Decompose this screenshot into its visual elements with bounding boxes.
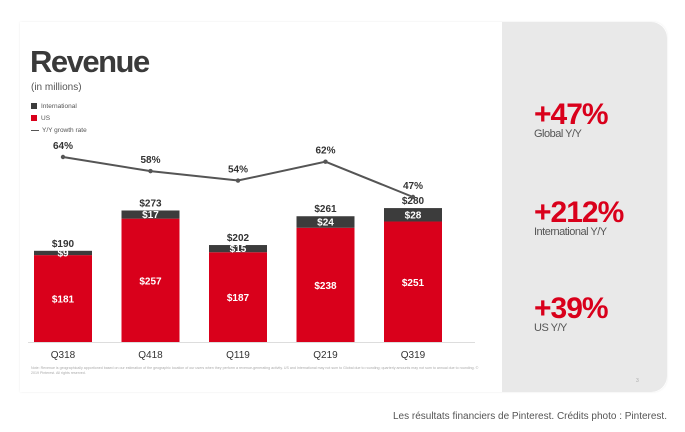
bar-total-Q318: $190 — [52, 239, 75, 250]
bar-label-international-Q119: $15 — [230, 244, 247, 255]
legend-label-international: International — [41, 102, 77, 110]
bar-us-Q219 — [296, 227, 355, 342]
bar-international-Q219 — [296, 216, 355, 228]
bar-label-international-Q319: $28 — [405, 210, 422, 221]
stat-us: +39% US Y/Y — [534, 292, 609, 335]
stat-us-label: US Y/Y — [534, 322, 567, 334]
bar-total-Q319: $280 — [402, 196, 425, 207]
bar-label-us-Q318: $181 — [52, 295, 75, 306]
legend-item-international: International — [31, 100, 87, 112]
chart-legend: International US Y/Y growth rate — [31, 100, 87, 136]
bar-international-Q318 — [34, 250, 92, 256]
growth-label-Q219: 62% — [315, 146, 335, 157]
bar-label-us-Q319: $251 — [402, 278, 425, 289]
bar-international-Q418 — [121, 210, 180, 219]
growth-label-Q318: 64% — [53, 141, 73, 152]
growth-label-Q119: 54% — [228, 165, 248, 176]
legend-swatch-us — [31, 115, 37, 121]
stat-international-value: +212% — [534, 196, 624, 229]
growth-point-Q219 — [323, 159, 328, 164]
growth-point-Q319 — [410, 194, 416, 200]
stat-global-label: Global Y/Y — [534, 128, 582, 140]
x-tick-Q418: Q418 — [138, 350, 163, 361]
page-subtitle: (in millions) — [31, 82, 82, 93]
bar-us-Q418 — [121, 218, 180, 342]
bar-total-Q418: $273 — [139, 198, 162, 209]
bar-us-Q319 — [384, 221, 442, 342]
stat-international: +212% International Y/Y — [534, 196, 624, 239]
x-tick-Q319: Q319 — [401, 350, 426, 361]
stat-us-value: +39% — [534, 292, 609, 325]
x-tick-Q318: Q318 — [51, 350, 76, 361]
bar-label-us-Q418: $257 — [139, 276, 162, 287]
legend-swatch-international — [31, 103, 37, 109]
bar-us-Q318 — [34, 255, 92, 342]
growth-point-Q119 — [235, 178, 241, 183]
page-number: 3 — [636, 378, 639, 384]
legend-item-growth: Y/Y growth rate — [31, 124, 87, 136]
stat-international-label: International Y/Y — [534, 226, 607, 238]
x-tick-Q219: Q219 — [313, 350, 338, 361]
bar-label-us-Q219: $238 — [314, 281, 337, 292]
stat-global: +47% Global Y/Y — [534, 98, 609, 141]
legend-item-us: US — [31, 112, 87, 124]
stat-global-value: +47% — [534, 98, 609, 131]
bar-label-international-Q318: $9 — [57, 248, 69, 259]
growth-point-Q418 — [148, 168, 153, 174]
legend-label-growth: Y/Y growth rate — [42, 126, 87, 134]
page-title: Revenue — [30, 44, 150, 79]
growth-line — [62, 156, 414, 198]
bar-label-international-Q219: $24 — [317, 218, 334, 229]
growth-label-Q319: 47% — [403, 181, 423, 192]
x-tick-Q119: Q119 — [226, 350, 250, 361]
bar-label-international-Q418: $17 — [142, 210, 159, 221]
bar-label-us-Q119: $187 — [227, 293, 250, 304]
bar-total-Q119: $202 — [227, 233, 250, 244]
bar-us-Q119 — [209, 252, 267, 342]
legend-swatch-growth — [31, 129, 39, 131]
legend-label-us: US — [41, 114, 51, 122]
stats-panel — [502, 22, 667, 392]
bar-total-Q219: $261 — [314, 204, 337, 215]
bar-international-Q119 — [209, 245, 267, 253]
bar-international-Q319 — [384, 208, 442, 222]
footnote: Note: Revenue is geographically apportio… — [31, 366, 479, 375]
growth-label-Q418: 58% — [140, 155, 160, 166]
growth-point-Q318 — [60, 154, 66, 160]
image-caption: Les résultats financiers de Pinterest. C… — [392, 411, 667, 422]
